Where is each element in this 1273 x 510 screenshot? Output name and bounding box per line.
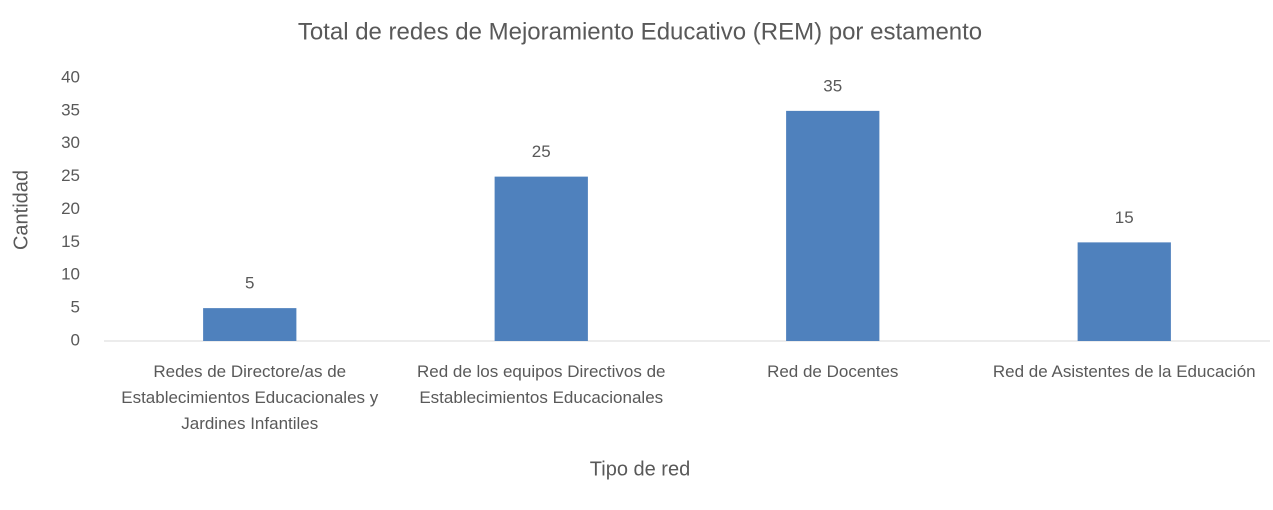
data-label: 5 — [245, 274, 254, 293]
y-tick-label: 35 — [61, 100, 80, 119]
x-tick-label: Red de los equipos Directivos de Estable… — [416, 362, 666, 407]
y-tick-label: 20 — [61, 199, 80, 218]
y-tick-label: 30 — [61, 133, 80, 152]
bar — [786, 110, 880, 341]
y-tick-label: 0 — [71, 330, 80, 349]
y-tick-label: 10 — [61, 265, 80, 284]
data-label: 25 — [532, 142, 551, 161]
y-axis-label: Cantidad — [10, 170, 32, 250]
y-tick-label: 15 — [61, 232, 80, 251]
y-tick-label: 25 — [61, 166, 80, 185]
x-tick-label: Redes de Directore/as de Establecimiento… — [121, 362, 379, 433]
bar — [203, 308, 297, 341]
y-tick-label: 5 — [71, 298, 80, 317]
bar — [494, 176, 588, 341]
chart-title: Total de redes de Mejoramiento Educativo… — [298, 18, 982, 45]
bar — [1077, 242, 1171, 341]
x-axis-label: Tipo de red — [590, 458, 690, 480]
y-tick-label: 40 — [61, 67, 80, 86]
x-tick-label: Red de Asistentes de la Educación — [992, 362, 1256, 381]
data-label: 15 — [1115, 208, 1134, 227]
x-tick-label: Red de Docentes — [767, 362, 899, 381]
data-label: 35 — [823, 76, 842, 95]
